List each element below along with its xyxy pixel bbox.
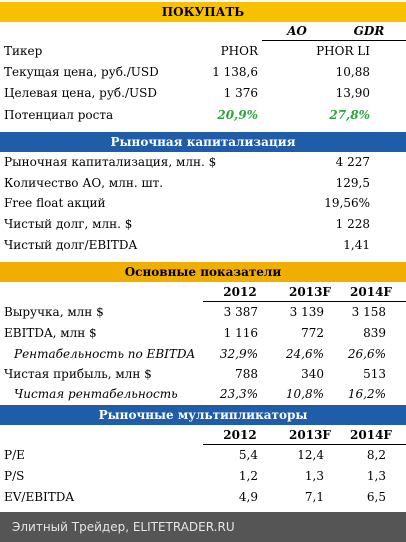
table-row: Рентабельность по EBITDA 32,9% 24,6% 26,… xyxy=(0,344,406,365)
row-label: Рыночная капитализация, млн. $ xyxy=(4,155,217,169)
gdr-value: PHOR LI xyxy=(316,44,370,58)
value-2012: 788 xyxy=(235,367,258,381)
row-label: Чистая рентабельность xyxy=(14,387,178,401)
ao-value: PHOR xyxy=(220,44,258,58)
value-2014: 513 xyxy=(363,367,386,381)
col-divider xyxy=(262,40,406,41)
year-header: 2014F xyxy=(350,285,392,299)
gdr-upside-value: 27,8% xyxy=(329,108,370,122)
row-label: Чистый долг, млн. $ xyxy=(4,217,133,231)
table-row: Чистый долг/EBITDA 1,41 xyxy=(0,235,406,256)
section-key-metrics-header: Основные показатели xyxy=(0,262,406,282)
row-label: P/S xyxy=(4,469,25,483)
value-2014: 26,6% xyxy=(347,347,386,361)
value-2014: 8,2 xyxy=(366,448,386,462)
row-label: Целевая цена, руб./USD xyxy=(4,86,157,100)
value-2013: 3 139 xyxy=(289,305,324,319)
row-value: 1 228 xyxy=(335,217,370,231)
row-value: 4 227 xyxy=(335,155,370,169)
table-row: P/S 1,2 1,3 1,3 xyxy=(0,466,406,487)
year-divider xyxy=(203,301,406,302)
ao-value: 1 138,6 xyxy=(212,65,258,79)
year-header-row: 2012 2013F 2014F xyxy=(0,425,406,445)
table-row: Текущая цена, руб./USD 1 138,6 10,88 xyxy=(0,62,406,83)
value-2014: 6,5 xyxy=(366,490,386,504)
row-label: Выручка, млн $ xyxy=(4,305,104,319)
section-multiples-header: Рыночные мультипликаторы xyxy=(0,405,406,425)
row-label: EBITDA, млн $ xyxy=(4,326,97,340)
value-2014: 16,2% xyxy=(347,387,386,401)
value-2013: 7,1 xyxy=(304,490,324,504)
value-2012: 23,3% xyxy=(219,387,258,401)
table-row: P/E 5,4 12,4 8,2 xyxy=(0,445,406,466)
year-header: 2013F xyxy=(289,428,331,442)
value-2012: 1 116 xyxy=(223,326,258,340)
year-header: 2013F xyxy=(289,285,331,299)
year-header: 2012 xyxy=(223,428,257,442)
gdr-value: 10,88 xyxy=(335,65,370,79)
value-2013: 12,4 xyxy=(297,448,324,462)
section-market-cap-header: Рыночная капитализация xyxy=(0,132,406,152)
value-2013: 10,8% xyxy=(285,387,324,401)
table-row: Количество АО, млн. шт. 129,5 xyxy=(0,173,406,194)
value-2012: 4,9 xyxy=(238,490,258,504)
row-label: Количество АО, млн. шт. xyxy=(4,176,164,190)
row-label: Потенциал роста xyxy=(4,108,114,122)
row-label: Рентабельность по EBITDA xyxy=(14,347,196,361)
watermark-footer: Элитный Трейдер, ELITETRADER.RU xyxy=(0,512,406,542)
value-2013: 340 xyxy=(301,367,324,381)
table-row: Рыночная капитализация, млн. $ 4 227 xyxy=(0,152,406,173)
row-label: Чистая прибыль, млн $ xyxy=(4,367,152,381)
table-row: EV/EBITDA 4,9 7,1 6,5 xyxy=(0,487,406,508)
ao-value: 1 376 xyxy=(223,86,258,100)
year-header-row: 2012 2013F 2014F xyxy=(0,282,406,302)
value-2012: 32,9% xyxy=(219,347,258,361)
table-row: Потенциал роста 20,9% 27,8% xyxy=(0,105,406,126)
value-2014: 3 158 xyxy=(351,305,386,319)
gdr-value: 13,90 xyxy=(335,86,370,100)
row-label: P/E xyxy=(4,448,25,462)
table-row: Целевая цена, руб./USD 1 376 13,90 xyxy=(0,83,406,104)
table-row: Тикер PHOR PHOR LI xyxy=(0,41,406,62)
row-label: Free float акций xyxy=(4,196,106,210)
section-buy-header: ПОКУПАТЬ xyxy=(0,2,406,22)
row-label: Чистый долг/EBITDA xyxy=(4,238,138,252)
row-value: 19,56% xyxy=(324,196,370,210)
row-label: EV/EBITDA xyxy=(4,490,75,504)
col-ao-header: AO xyxy=(287,24,307,38)
value-2012: 1,2 xyxy=(238,469,258,483)
value-2013: 1,3 xyxy=(304,469,324,483)
table-row: EBITDA, млн $ 1 116 772 839 xyxy=(0,323,406,344)
table-row: Чистый долг, млн. $ 1 228 xyxy=(0,214,406,235)
row-value: 129,5 xyxy=(335,176,370,190)
value-2012: 5,4 xyxy=(238,448,258,462)
value-2014: 1,3 xyxy=(366,469,386,483)
table-row: Выручка, млн $ 3 387 3 139 3 158 xyxy=(0,302,406,323)
year-divider xyxy=(203,444,406,445)
col-gdr-header: GDR xyxy=(353,24,385,38)
table-row: Чистая прибыль, млн $ 788 340 513 xyxy=(0,364,406,385)
year-header: 2012 xyxy=(223,285,257,299)
table-row: Free float акций 19,56% xyxy=(0,193,406,214)
row-label: Тикер xyxy=(4,44,43,58)
year-header: 2014F xyxy=(350,428,392,442)
value-2013: 24,6% xyxy=(285,347,324,361)
value-2014: 839 xyxy=(363,326,386,340)
row-value: 1,41 xyxy=(343,238,370,252)
row-label: Текущая цена, руб./USD xyxy=(4,65,159,79)
value-2012: 3 387 xyxy=(223,305,258,319)
ao-upside-value: 20,9% xyxy=(217,108,258,122)
value-2013: 772 xyxy=(301,326,324,340)
table-row: Чистая рентабельность 23,3% 10,8% 16,2% xyxy=(0,384,406,405)
